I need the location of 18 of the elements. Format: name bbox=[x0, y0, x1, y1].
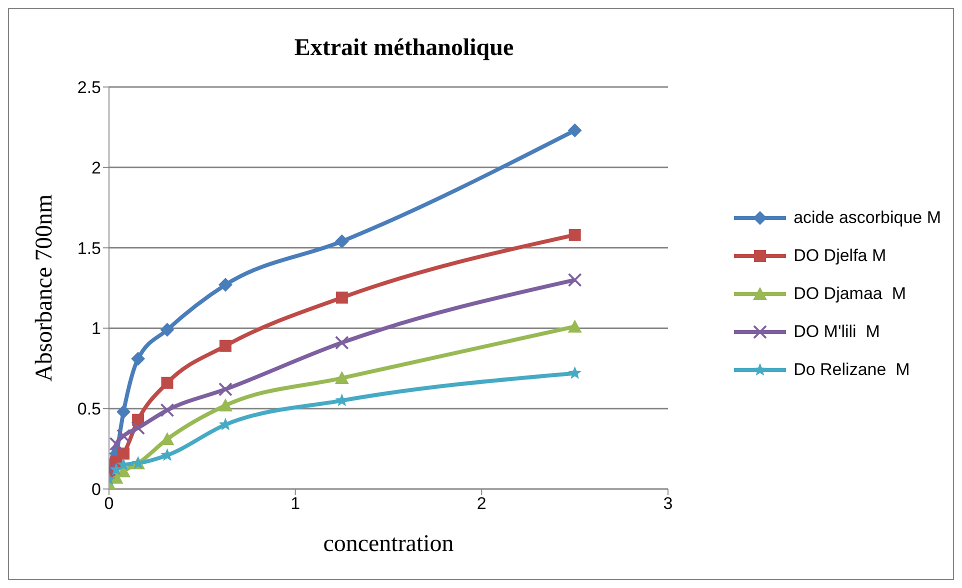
x-tick-label: 2 bbox=[476, 494, 486, 514]
legend-label: DO Djelfa M bbox=[794, 246, 886, 266]
y-tick-label: 0 bbox=[92, 480, 101, 500]
y-tick-label: 2 bbox=[92, 158, 101, 178]
legend-label: DO M'lili M bbox=[794, 322, 880, 342]
y-tick-label: 1 bbox=[92, 319, 101, 338]
y-tick-label: 2.5 bbox=[77, 78, 101, 98]
x-tick-label: 3 bbox=[663, 494, 673, 514]
legend-label: acide ascorbique M bbox=[794, 208, 941, 228]
y-tick-label: 1.5 bbox=[77, 238, 101, 258]
x-axis-title: concentration bbox=[323, 531, 454, 557]
legend-label: DO Djamaa M bbox=[794, 284, 906, 304]
x-tick-label: 1 bbox=[290, 494, 300, 514]
legend-label: Do Relizane M bbox=[794, 360, 910, 380]
chart-title: Extrait méthanolique bbox=[293, 35, 515, 62]
x-tick-label: 0 bbox=[104, 494, 114, 514]
y-tick-label: 0.5 bbox=[77, 400, 101, 419]
y-axis-title: Absorbance 700nm bbox=[32, 194, 58, 382]
